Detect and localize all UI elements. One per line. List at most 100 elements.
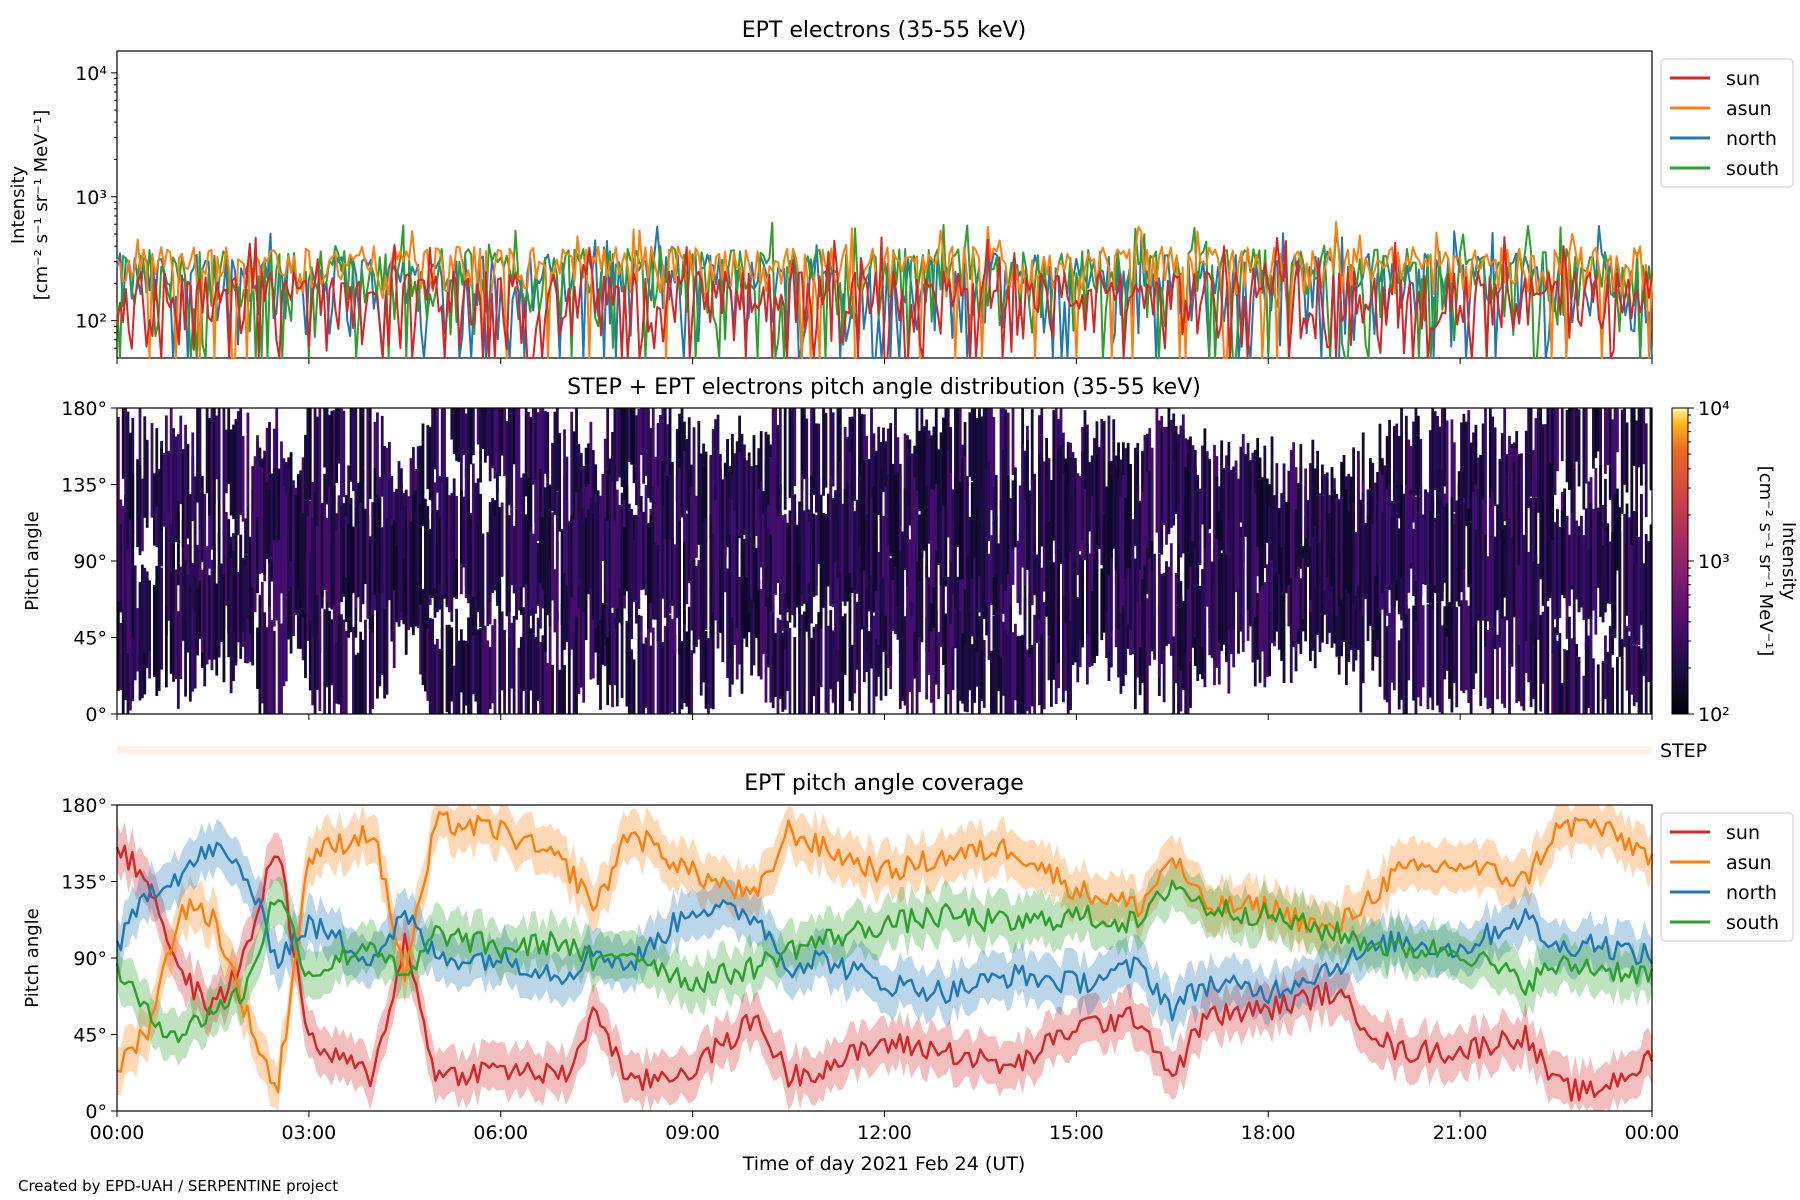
pitch-distribution-cell xyxy=(1225,455,1228,526)
pitch-distribution-cell xyxy=(1325,472,1329,577)
pitch-distribution-cell xyxy=(903,616,907,706)
pitch-distribution-cell xyxy=(1404,505,1408,594)
pitch-distribution-cell xyxy=(424,562,427,692)
pitch-distribution-cell xyxy=(1467,508,1471,585)
pitch-distribution-cell xyxy=(498,507,502,623)
pitch-distribution-cell xyxy=(572,431,576,558)
pitch-distribution-cell xyxy=(668,408,672,515)
pitch-distribution-cell xyxy=(483,408,487,463)
pitch-distribution-cell xyxy=(1148,470,1152,558)
pitch-distribution-cell xyxy=(838,408,842,505)
pitch-distribution-cell xyxy=(210,578,214,645)
pitch-distribution-cell xyxy=(505,420,509,501)
pitch-distribution-cell xyxy=(1611,419,1615,499)
pitch-distribution-cell xyxy=(1534,631,1538,714)
pitch-distribution-cell xyxy=(299,499,303,600)
pitch-distribution-cell xyxy=(769,596,773,703)
pitch-distribution-cell xyxy=(1556,640,1559,714)
pitch-distribution-cell xyxy=(1524,504,1528,641)
pitch-distribution-cell xyxy=(699,455,703,561)
pitch-distribution-cell xyxy=(675,429,679,502)
pitch-distribution-cell xyxy=(368,616,372,714)
pitch-distribution-cell xyxy=(757,448,761,522)
pitch-distribution-cell xyxy=(332,593,336,714)
pitch-distribution-cell xyxy=(1440,469,1444,592)
pitch-distribution-cell xyxy=(623,408,626,516)
pitch-distribution-cell xyxy=(829,408,833,477)
pitch-distribution-cell xyxy=(1443,507,1447,583)
pitch-distribution-cell xyxy=(289,536,293,654)
pitch-distribution-cell xyxy=(268,422,271,500)
pitch-distribution-cell xyxy=(316,589,319,690)
pitch-distribution-cell xyxy=(1534,497,1538,601)
pitch-distribution-cell xyxy=(980,548,984,650)
pitch-distribution-cell xyxy=(831,497,835,608)
pitch-distribution-cell xyxy=(340,506,343,602)
pitch-distribution-cell xyxy=(1205,451,1209,579)
pitch-distribution-cell xyxy=(349,408,353,482)
pitch-distribution-cell xyxy=(1042,602,1046,710)
pitch-distribution-cell xyxy=(565,499,569,587)
pitch-distribution-cell xyxy=(1054,531,1058,640)
pitch-distribution-cell xyxy=(853,587,857,694)
pitch-distribution-cell xyxy=(1488,408,1492,497)
coverage-title: EPT pitch angle coverage xyxy=(744,771,1024,796)
pitch-distribution-cell xyxy=(949,612,953,714)
pitch-distribution-cell xyxy=(1162,572,1166,651)
pitch-distribution-cell xyxy=(790,408,794,514)
pitch-distribution-cell xyxy=(239,534,243,659)
pitch-distribution-cell xyxy=(145,571,149,669)
pitch-distribution-cell xyxy=(1018,485,1022,615)
pitch-distribution-cell xyxy=(452,665,456,714)
pitch-distribution-cell xyxy=(1541,498,1545,606)
pitch-distribution-cell xyxy=(1215,562,1219,668)
pitch-distribution-cell xyxy=(234,541,238,663)
pitch-distribution-cell xyxy=(1054,476,1058,554)
pitch-distribution-cell xyxy=(692,559,696,654)
pitch-distribution-cell xyxy=(906,435,909,507)
pitch-distribution-cell xyxy=(397,461,401,543)
pitch-distribution-cell xyxy=(966,586,969,713)
pitch-distribution-cell xyxy=(1560,682,1564,714)
pitch-distribution-cell xyxy=(246,504,250,592)
pitch-distribution-cell xyxy=(963,456,967,590)
pitch-distribution-cell xyxy=(637,483,641,609)
pitch-distribution-cell xyxy=(419,560,422,675)
pitch-distribution-cell xyxy=(565,548,569,643)
pitch-distribution-cell xyxy=(615,578,619,707)
pitch-distribution-cell xyxy=(1071,480,1075,562)
pitch-distribution-cell xyxy=(1438,485,1442,599)
pitch-distribution-cell xyxy=(306,460,310,572)
pitch-distribution-cell xyxy=(1143,463,1147,566)
pitch-distribution-cell xyxy=(589,498,593,589)
pitch-distribution-cell xyxy=(124,408,127,517)
pitch-distribution-cell xyxy=(292,480,295,612)
pitch-distribution-cell xyxy=(659,529,662,627)
pitch-distribution-cell xyxy=(1136,485,1140,603)
pitch-distribution-cell xyxy=(968,517,972,613)
pitch-distribution-y-tick-label: 180° xyxy=(61,398,107,420)
pitch-distribution-cell xyxy=(1548,461,1552,582)
pitch-distribution-cell xyxy=(124,549,127,629)
pitch-distribution-cell xyxy=(1057,448,1060,548)
pitch-distribution-cell xyxy=(1546,408,1550,529)
pitch-distribution-cell xyxy=(1145,598,1149,714)
pitch-distribution-cell xyxy=(457,640,461,714)
pitch-distribution-cell xyxy=(1345,489,1348,590)
pitch-distribution-cell xyxy=(1419,487,1423,598)
pitch-distribution-cell xyxy=(1073,549,1077,663)
pitch-distribution-cell xyxy=(1038,454,1041,563)
pitch-distribution-cell xyxy=(810,408,813,527)
pitch-distribution-cell xyxy=(963,554,967,645)
pitch-distribution-cell xyxy=(150,423,154,518)
pitch-distribution-cell xyxy=(1503,616,1507,708)
pitch-distribution-cell xyxy=(495,408,499,494)
pitch-distribution-cell xyxy=(239,408,243,516)
pitch-distribution-cell xyxy=(452,478,456,571)
pitch-distribution-cell xyxy=(313,408,317,533)
coverage-y-tick-label: 0° xyxy=(85,1101,107,1123)
pitch-distribution-cell xyxy=(1620,409,1624,515)
pitch-distribution-cell xyxy=(527,478,530,600)
pitch-distribution-cell xyxy=(301,513,305,618)
pitch-distribution-cell xyxy=(227,554,231,658)
